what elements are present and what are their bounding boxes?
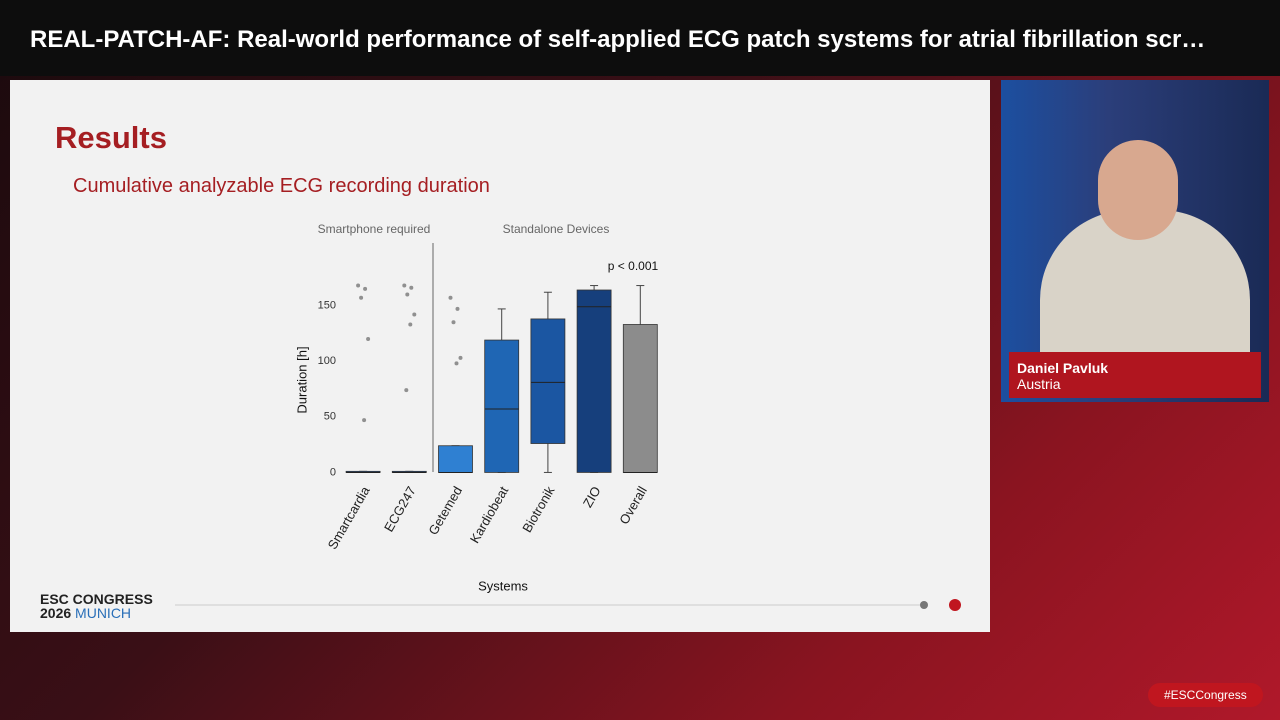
box bbox=[622, 324, 658, 473]
y-tick-label: 150 bbox=[318, 299, 336, 311]
progress-dot bbox=[949, 599, 961, 611]
hashtag: #ESCCongress bbox=[1148, 683, 1263, 707]
outlier bbox=[412, 312, 417, 317]
outlier bbox=[404, 388, 409, 393]
outlier bbox=[455, 306, 460, 311]
progress-dot bbox=[920, 601, 928, 609]
outlier bbox=[366, 336, 371, 341]
speaker-country: Austria bbox=[1017, 376, 1061, 392]
outlier bbox=[408, 322, 413, 327]
outlier bbox=[402, 283, 407, 288]
x-tick-label: ZIO bbox=[580, 484, 604, 510]
x-tick-label: Biotronik bbox=[519, 483, 558, 535]
x-tick-label: Getemed bbox=[425, 484, 465, 538]
p-value: p < 0.001 bbox=[608, 259, 659, 273]
outlier bbox=[451, 320, 456, 325]
x-tick-label: Kardiobeat bbox=[467, 483, 512, 545]
y-axis-label: Duration [h] bbox=[294, 346, 309, 413]
outlier bbox=[448, 295, 453, 300]
speaker-head bbox=[1098, 140, 1178, 240]
y-tick-label: 50 bbox=[324, 411, 336, 423]
box bbox=[530, 318, 566, 444]
outlier bbox=[405, 292, 410, 297]
slide-subtitle: Cumulative analyzable ECG recording dura… bbox=[73, 175, 490, 197]
speaker-name: Daniel Pavluk bbox=[1017, 360, 1109, 376]
top-bar: REAL-PATCH-AF: Real-world performance of… bbox=[0, 0, 1280, 76]
logo-city: MUNICH bbox=[75, 605, 132, 621]
outlier bbox=[359, 295, 364, 300]
esc-logo: ESC CONGRESS 2026 MUNICH bbox=[40, 592, 153, 620]
stream-title: REAL-PATCH-AF: Real-world performance of… bbox=[30, 26, 1206, 53]
outlier bbox=[409, 285, 414, 290]
outlier bbox=[363, 286, 368, 291]
y-tick-label: 100 bbox=[318, 355, 336, 367]
outlier bbox=[362, 418, 367, 423]
outlier bbox=[454, 361, 459, 366]
logo-year: 2026 bbox=[40, 605, 72, 621]
slide-title: Results bbox=[55, 120, 167, 155]
logo-line: 2026 MUNICH bbox=[40, 606, 153, 620]
x-tick-label: Overall bbox=[616, 484, 650, 527]
y-tick-label: 0 bbox=[330, 466, 336, 478]
x-tick-label: Smartcardia bbox=[325, 483, 373, 552]
box bbox=[484, 339, 520, 473]
speaker-caption: Daniel Pavluk Austria bbox=[1009, 352, 1261, 398]
box bbox=[576, 289, 612, 473]
group-label: Standalone Devices bbox=[503, 222, 610, 236]
outlier bbox=[458, 355, 463, 360]
x-tick-label: ECG247 bbox=[381, 484, 419, 535]
x-axis-label: Systems bbox=[478, 578, 528, 593]
logo-line: ESC CONGRESS bbox=[40, 591, 153, 607]
outlier bbox=[356, 283, 361, 288]
box bbox=[438, 445, 473, 473]
group-label: Smartphone required bbox=[318, 222, 431, 236]
